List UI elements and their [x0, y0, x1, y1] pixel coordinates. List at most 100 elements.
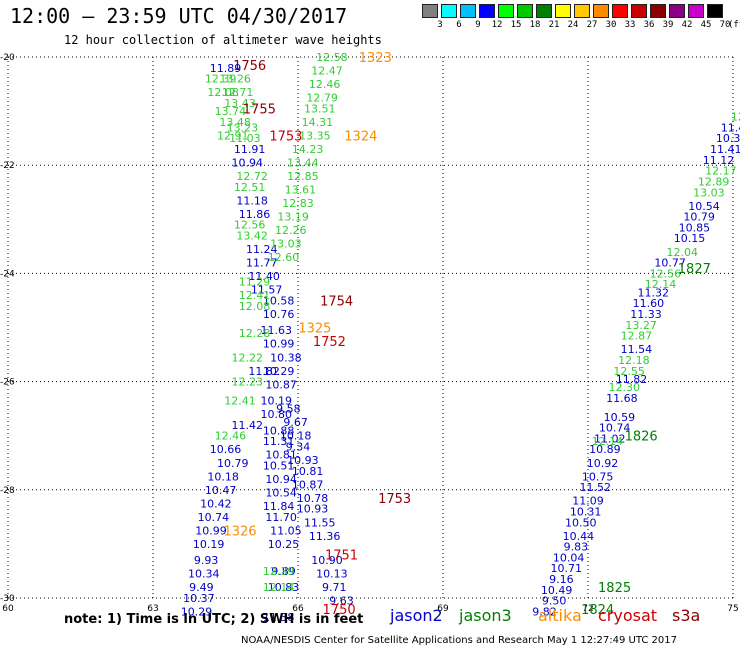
wave-height-label-jason3: 12.87 [621, 330, 653, 343]
wave-height-label-jason2: 11.82 [616, 373, 648, 386]
wave-height-label-jason3: 12.79 [306, 92, 338, 105]
color-swatch [669, 4, 685, 18]
wave-height-label-jason2: 10.78 [297, 492, 329, 505]
wave-height-label-jason2: 10.44 [563, 530, 595, 543]
wave-height-label-jason3: 12.14 [645, 278, 677, 291]
pass-time-label: 1326 [223, 524, 256, 539]
wave-height-label-jason2: 10.74 [198, 511, 230, 524]
wave-height-label-jason3: 13.03 [270, 238, 302, 251]
wave-height-label-jason2: 11.31 [263, 435, 295, 448]
wave-height-label-jason2: 11.02 [594, 432, 626, 445]
y-tick-label: -22 [0, 161, 15, 171]
wave-height-label-jason2: 9.71 [322, 581, 347, 594]
wave-height-label-jason3: 12.41 [224, 395, 256, 408]
wave-height-label-jason2: 10.77 [654, 257, 686, 270]
y-tick-label: -20 [0, 53, 15, 63]
color-level-label: 21 [548, 20, 560, 30]
wave-height-label-jason3: 12.41 [239, 289, 271, 302]
color-swatch [441, 4, 457, 18]
x-tick-label: 72 [582, 604, 593, 614]
pass-time-label: 1752 [313, 335, 346, 350]
wave-height-label-jason3: 14.31 [302, 116, 334, 129]
wave-height-label-jason2: 11.60 [633, 297, 665, 310]
credit-line: NOAA/NESDIS Center for Satellite Applica… [241, 635, 677, 646]
wave-height-label-jason3: 13.44 [287, 156, 319, 169]
chart-subtitle: 12 hour collection of altimeter wave hei… [64, 33, 382, 47]
wave-height-label-jason3: 12.26 [275, 224, 307, 237]
wave-height-label-jason2: 9.63 [329, 595, 354, 608]
wave-height-label-jason3: 12.14 [592, 435, 624, 448]
wave-height-label-jason3: 12.47 [311, 65, 343, 78]
wave-height-label-jason2: 10.42 [200, 497, 232, 510]
y-tick-label: -26 [0, 378, 15, 388]
wave-height-label-jason2: 11.4 [721, 121, 740, 134]
wave-height-label-jason3: 13.26 [219, 73, 251, 86]
wave-height-label-jason2: 10.81 [292, 465, 324, 478]
color-level-label: 70 [719, 20, 731, 30]
wave-height-label-jason2: 9.34 [286, 441, 311, 454]
pass-time-label: 1753 [269, 129, 302, 144]
wave-height-label-jason2: 10.92 [587, 457, 619, 470]
wave-height-label-jason2: 10.85 [679, 221, 711, 234]
pass-time-label: 1756 [233, 59, 266, 74]
legend-item-cryosat: cryosat [598, 606, 658, 625]
wave-height-label-jason2: 10.3 [716, 132, 740, 145]
wave-height-label-jason2: 11.36 [309, 530, 341, 543]
y-tick-label: -28 [0, 486, 15, 496]
wave-height-label-jason2: 10.38 [270, 351, 302, 364]
wave-height-label-jason2: 11.55 [304, 516, 336, 529]
wave-height-label-jason2: 10.79 [217, 457, 249, 470]
color-level-label: 27 [586, 20, 598, 30]
wave-height-label-jason2: 10.99 [263, 338, 295, 351]
pass-time-label: 1753 [378, 492, 411, 507]
wave-height-label-jason2: 11.40 [248, 270, 280, 283]
wave-height-label-jason2: 11.05 [270, 524, 302, 537]
wave-height-label-jason2: 10.37 [183, 592, 215, 605]
wave-height-label-jason2: 11.82 [248, 365, 280, 378]
wave-height-label-jason2: 11.18 [236, 194, 268, 207]
wave-height-label-jason2: 10.74 [599, 422, 631, 435]
wave-height-label-jason2: 9.82 [532, 606, 557, 619]
wave-height-label-jason3: 13.35 [299, 129, 331, 142]
wave-height-label-jason2: 11.63 [261, 324, 293, 337]
color-swatch [612, 4, 628, 18]
wave-height-label-jason3: 13.48 [219, 116, 251, 129]
wave-height-label-jason2: 10.79 [683, 211, 715, 224]
color-swatch [479, 4, 495, 18]
pass-time-label: 1825 [598, 581, 631, 596]
color-level-label: 39 [662, 20, 674, 30]
wave-height-label-jason2: 11.38 [263, 611, 295, 624]
wave-height-label-jason2: 11.70 [265, 511, 297, 524]
wave-height-label-jason2: 10.15 [674, 232, 706, 245]
wave-height-label-jason3: 12.83 [282, 197, 314, 210]
wave-height-label-jason3: 12.39 [205, 73, 237, 86]
wave-height-label-jason2: 10.04 [553, 551, 585, 564]
wave-height-label-jason2: 10.19 [193, 538, 225, 551]
wave-height-label-jason2: 11.77 [246, 257, 278, 270]
pass-time-label: 1325 [298, 322, 331, 337]
wave-height-label-jason3: 12.14 [263, 581, 295, 594]
wave-height-label-jason2: 9.58 [276, 403, 301, 416]
wave-height-label-jason2: 10.94 [265, 473, 297, 486]
color-swatch [688, 4, 704, 18]
wave-height-label-jason3: 12.58 [316, 51, 348, 64]
wave-height-label-jason2: 10.90 [311, 554, 343, 567]
x-tick-label: 60 [2, 604, 14, 614]
wave-height-label-jason2: 10.29 [181, 606, 213, 619]
pass-time-label: 1750 [323, 603, 356, 618]
wave-height-label-jason2: 11.32 [638, 286, 670, 299]
wave-height-label-jason2: 9.83 [564, 541, 589, 554]
wave-height-label-jason3: 14.23 [292, 143, 324, 156]
wave-height-label-jason2: 11.42 [232, 419, 264, 432]
wave-height-label-jason3: 12.46 [309, 78, 341, 91]
color-level-label: 45 [700, 20, 712, 30]
pass-time-label: 1754 [320, 294, 353, 309]
wave-height-label-jason3: 13.61 [285, 184, 317, 197]
color-swatch [422, 4, 438, 18]
wave-height-label-jason3: 12.72 [236, 170, 268, 183]
color-swatch [593, 4, 609, 18]
wave-height-label-jason2: 10.49 [541, 584, 573, 597]
legend-item-altika: altika [538, 606, 582, 625]
wave-height-label-jason2: 11.86 [239, 208, 271, 221]
